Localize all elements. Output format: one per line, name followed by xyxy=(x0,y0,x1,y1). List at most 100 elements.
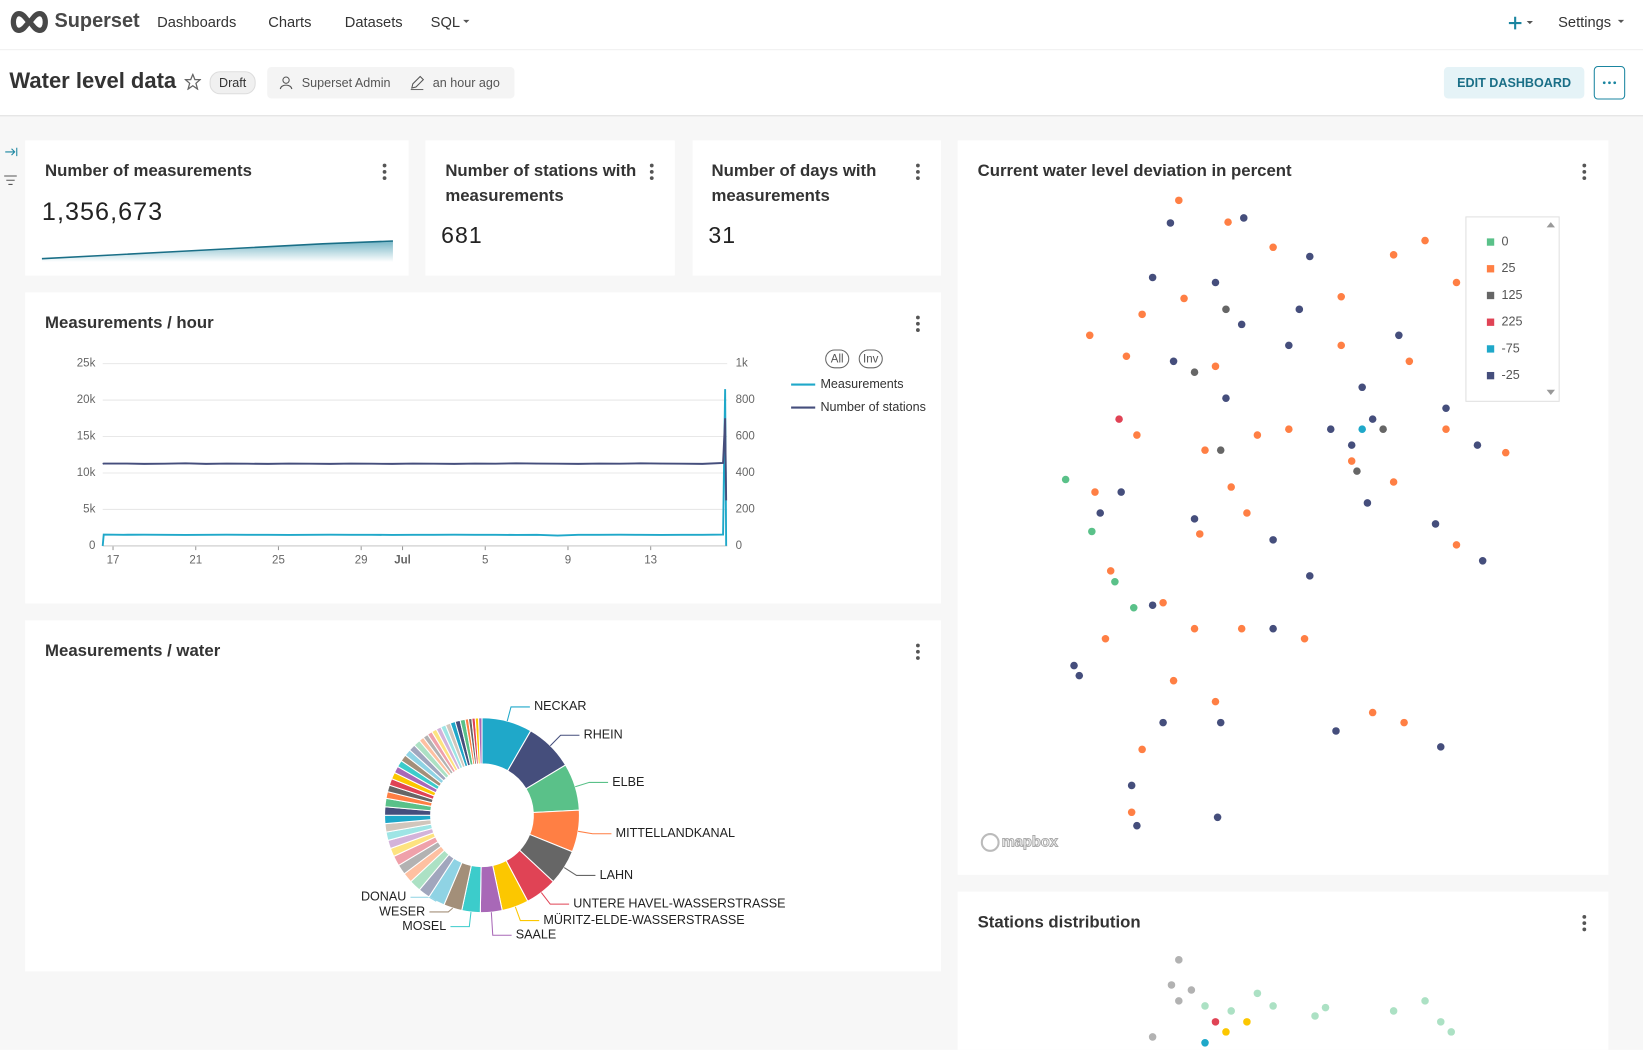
label-leader xyxy=(450,911,472,928)
kebab-dot[interactable] xyxy=(916,176,920,181)
map-point xyxy=(1138,310,1146,319)
map-point xyxy=(1243,509,1251,517)
map-point xyxy=(1337,341,1345,350)
caret xyxy=(463,19,470,24)
navbar: Superset Dashboards Charts Datasets SQL … xyxy=(0,0,1643,51)
map-point xyxy=(1211,697,1220,706)
kebab-dot[interactable] xyxy=(382,169,387,174)
kebab-dot[interactable] xyxy=(649,163,654,168)
legend-swatch xyxy=(1486,265,1495,273)
menu-item[interactable]: Dashboards xyxy=(157,13,237,31)
kebab-dot[interactable] xyxy=(1582,169,1587,174)
kebab-dot[interactable] xyxy=(1582,163,1587,168)
menu-item[interactable]: Datasets xyxy=(344,13,403,31)
legend-label[interactable]: 25 xyxy=(1502,261,1516,275)
legend-label[interactable]: -25 xyxy=(1502,368,1520,382)
map-point xyxy=(1075,671,1084,680)
card-title: Number of stations with measurements xyxy=(445,162,637,206)
kebab-dot[interactable] xyxy=(916,649,920,654)
kebab-dot[interactable] xyxy=(916,328,920,332)
map-point xyxy=(1285,425,1293,433)
legend-control-label[interactable]: All xyxy=(831,353,844,365)
kebab-dot[interactable] xyxy=(916,643,920,648)
kebab-dot[interactable] xyxy=(916,315,920,320)
kebab-dot[interactable] xyxy=(1582,914,1587,919)
legend-label[interactable]: 225 xyxy=(1502,315,1523,329)
kebab-dot[interactable] xyxy=(916,163,920,168)
map-point xyxy=(1211,362,1220,371)
map-legend xyxy=(1465,216,1560,402)
pie-label: DONAU xyxy=(361,890,406,904)
card-title: Measurements / water xyxy=(45,642,221,661)
map-point xyxy=(1395,331,1403,340)
user-icon xyxy=(279,76,293,90)
legend-control-label[interactable]: Inv xyxy=(863,353,879,365)
status-badge[interactable]: Draft xyxy=(209,71,256,95)
kebab-dot[interactable] xyxy=(1582,927,1587,932)
map-point xyxy=(1253,431,1262,439)
x-tick-label: 29 xyxy=(355,555,368,567)
legend-label[interactable]: Number of stations xyxy=(820,400,925,414)
settings-menu[interactable]: Settings xyxy=(1558,13,1612,31)
scroll-down[interactable] xyxy=(1546,389,1555,396)
legend-control[interactable] xyxy=(825,349,850,369)
edit-dashboard-button[interactable]: EDIT DASHBOARD xyxy=(1443,67,1585,99)
map-point xyxy=(1473,441,1482,449)
x-tick-label: 13 xyxy=(644,555,657,567)
pie-label: LAHN xyxy=(600,868,634,882)
pie-label: UNTERE HAVEL-WASSERSTRASSE xyxy=(573,896,785,910)
map-point xyxy=(1222,1028,1230,1036)
pie-label: MÜRITZ-ELDE-WASSERSTRASSE xyxy=(543,913,744,927)
map-point xyxy=(1222,305,1230,314)
map-point xyxy=(1115,415,1123,423)
legend-label[interactable]: -75 xyxy=(1502,341,1520,355)
map-point xyxy=(1389,251,1398,259)
legend-label[interactable]: Measurements xyxy=(820,377,903,391)
more-button[interactable] xyxy=(1593,66,1626,100)
y2-tick-label: 200 xyxy=(736,504,755,516)
kebab-dot[interactable] xyxy=(916,656,920,660)
kebab-dot[interactable] xyxy=(382,163,387,168)
label-leader xyxy=(506,706,530,722)
kebab-dot[interactable] xyxy=(382,176,387,181)
big-number: 31 xyxy=(708,222,737,249)
map-point xyxy=(1306,572,1314,580)
legend-label[interactable]: 0 xyxy=(1502,234,1509,248)
map-point xyxy=(1167,981,1176,989)
map-attribution: mapbox xyxy=(1002,834,1059,850)
scroll-up[interactable] xyxy=(1546,222,1555,228)
kebab-dot[interactable] xyxy=(649,169,654,174)
map-point xyxy=(1452,541,1461,549)
map-point xyxy=(1389,1007,1398,1015)
modified: an hour ago xyxy=(432,75,500,91)
map-point xyxy=(1269,624,1277,633)
kebab-dot[interactable] xyxy=(1582,176,1587,181)
menu-item[interactable]: Charts xyxy=(268,13,312,31)
kebab-dot[interactable] xyxy=(1582,921,1587,926)
dashboard-header: Water level data Draft Superset Admin an… xyxy=(0,50,1643,117)
map-point xyxy=(1227,483,1235,491)
kebab-dot[interactable] xyxy=(649,176,654,181)
label-leader xyxy=(490,912,512,936)
filter-bar-toggle[interactable] xyxy=(2,145,19,189)
map-point xyxy=(1421,997,1429,1005)
legend-control[interactable] xyxy=(858,349,883,369)
legend-swatch xyxy=(1486,238,1495,246)
kebab-dot[interactable] xyxy=(916,169,920,174)
big-number: 1,356,673 xyxy=(41,198,164,227)
metadata-bar xyxy=(267,67,515,99)
map-point xyxy=(1379,425,1387,433)
label-leader xyxy=(549,734,580,747)
add-button[interactable] xyxy=(1507,14,1536,33)
map-point xyxy=(1148,601,1157,609)
card-title: Stations distribution xyxy=(977,913,1141,932)
menu-item[interactable]: SQL xyxy=(430,13,461,31)
favorite-star[interactable] xyxy=(184,73,202,91)
map-point xyxy=(1175,956,1183,964)
label-leader xyxy=(514,906,540,922)
legend-label[interactable]: 125 xyxy=(1502,288,1523,302)
kebab-dot[interactable] xyxy=(916,321,920,326)
map-point xyxy=(1211,278,1220,287)
brand[interactable]: Superset xyxy=(54,10,140,33)
y-tick-label: 15k xyxy=(77,431,96,443)
